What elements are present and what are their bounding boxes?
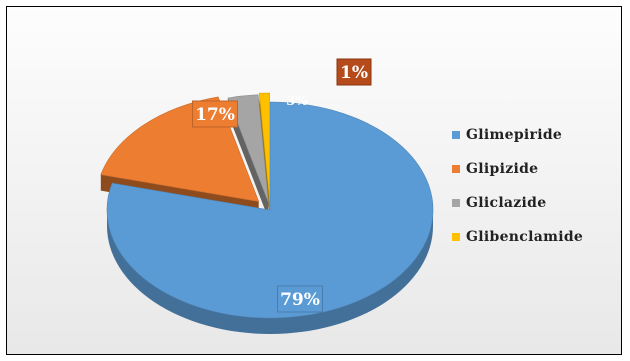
legend-swatch-glibenclamide <box>452 233 460 241</box>
data-label-glimepiride: 79% <box>280 290 320 310</box>
legend-item-glimepiride: Glimepiride <box>452 118 622 152</box>
legend-swatch-glimepiride <box>452 131 460 139</box>
legend-item-gliclazide: Gliclazide <box>452 186 622 220</box>
data-label-box-glimepiride <box>277 285 323 313</box>
legend-label: Glimepiride <box>466 127 563 143</box>
data-label-box-glipizide <box>192 100 238 128</box>
legend-item-glibenclamide: Glibenclamide <box>452 220 622 254</box>
legend-swatch-glipizide <box>452 165 460 173</box>
legend-label: Glibenclamide <box>466 229 584 245</box>
pie-slice-glibenclamide <box>259 92 270 202</box>
data-label-glibenclamide: 1% <box>340 63 368 83</box>
data-label-box-glibenclamide <box>336 58 372 86</box>
legend-label: Gliclazide <box>466 195 547 211</box>
legend-label: Glipizide <box>466 161 539 177</box>
pie-slice-gliclazide <box>227 94 269 203</box>
data-label-glipizide: 17% <box>195 105 235 125</box>
legend-item-glipizide: Glipizide <box>452 152 622 186</box>
pie-slice-glimepiride <box>106 101 434 319</box>
data-label-gliclazide: 3% <box>286 94 308 109</box>
legend-swatch-gliclazide <box>452 199 460 207</box>
pie-wall-gliclazide <box>227 97 269 219</box>
legend: Glimepiride Glipizide Gliclazide Glibenc… <box>452 118 622 254</box>
